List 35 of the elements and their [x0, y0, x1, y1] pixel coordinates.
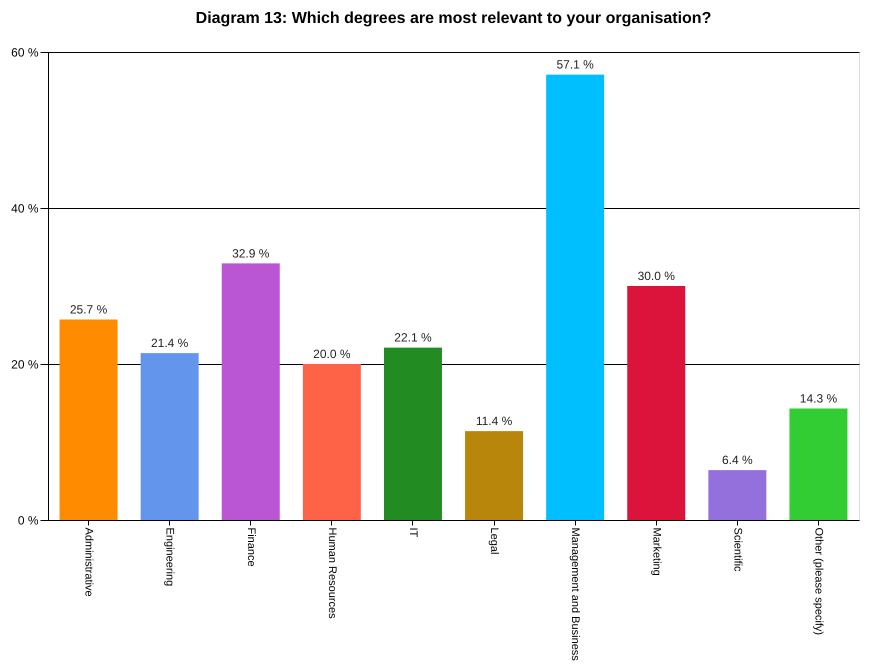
data-label: 32.9 %	[232, 246, 270, 260]
x-tick-label: Engineering	[164, 528, 176, 586]
y-tick-label: 0 %	[18, 514, 39, 528]
data-label: 6.4 %	[722, 453, 754, 468]
y-tick-label: 60 %	[11, 46, 39, 60]
x-tick-label: Marketing	[650, 528, 662, 576]
bar	[789, 408, 848, 520]
data-label: 11.4 %	[476, 414, 513, 428]
bar	[140, 353, 199, 520]
bar	[60, 320, 118, 520]
x-tick-label: Legal	[488, 528, 500, 554]
data-label: 14.3 %	[800, 391, 838, 406]
bar	[708, 470, 766, 520]
x-tick-label: Management and Business	[569, 528, 582, 662]
bar	[222, 263, 280, 520]
data-label: 57.1 %	[556, 58, 594, 72]
bar	[302, 364, 361, 520]
data-label: 20.0 %	[313, 347, 351, 361]
bar	[627, 286, 686, 520]
y-tick-label: 40 %	[11, 202, 39, 216]
x-tick-label: Other (please specify)	[812, 528, 824, 636]
x-tick-label: Scientific	[731, 528, 744, 572]
chart-title: Diagram 13: Which degrees are most relevant to your organisation?	[196, 10, 712, 27]
data-label: 21.4 %	[150, 336, 189, 350]
y-tick-label: 20 %	[11, 358, 39, 372]
x-tick-label: Finance	[244, 528, 257, 567]
x-tick-label: Human Resources	[326, 528, 338, 620]
data-label: 30.0 %	[638, 269, 676, 283]
x-tick-label: IT	[406, 528, 419, 538]
bar	[546, 74, 604, 520]
x-tick-label: Administrative	[82, 528, 95, 597]
bar	[465, 431, 524, 520]
bar	[384, 348, 442, 520]
data-label: 25.7 %	[70, 302, 108, 317]
data-label: 22.1 %	[394, 330, 432, 345]
